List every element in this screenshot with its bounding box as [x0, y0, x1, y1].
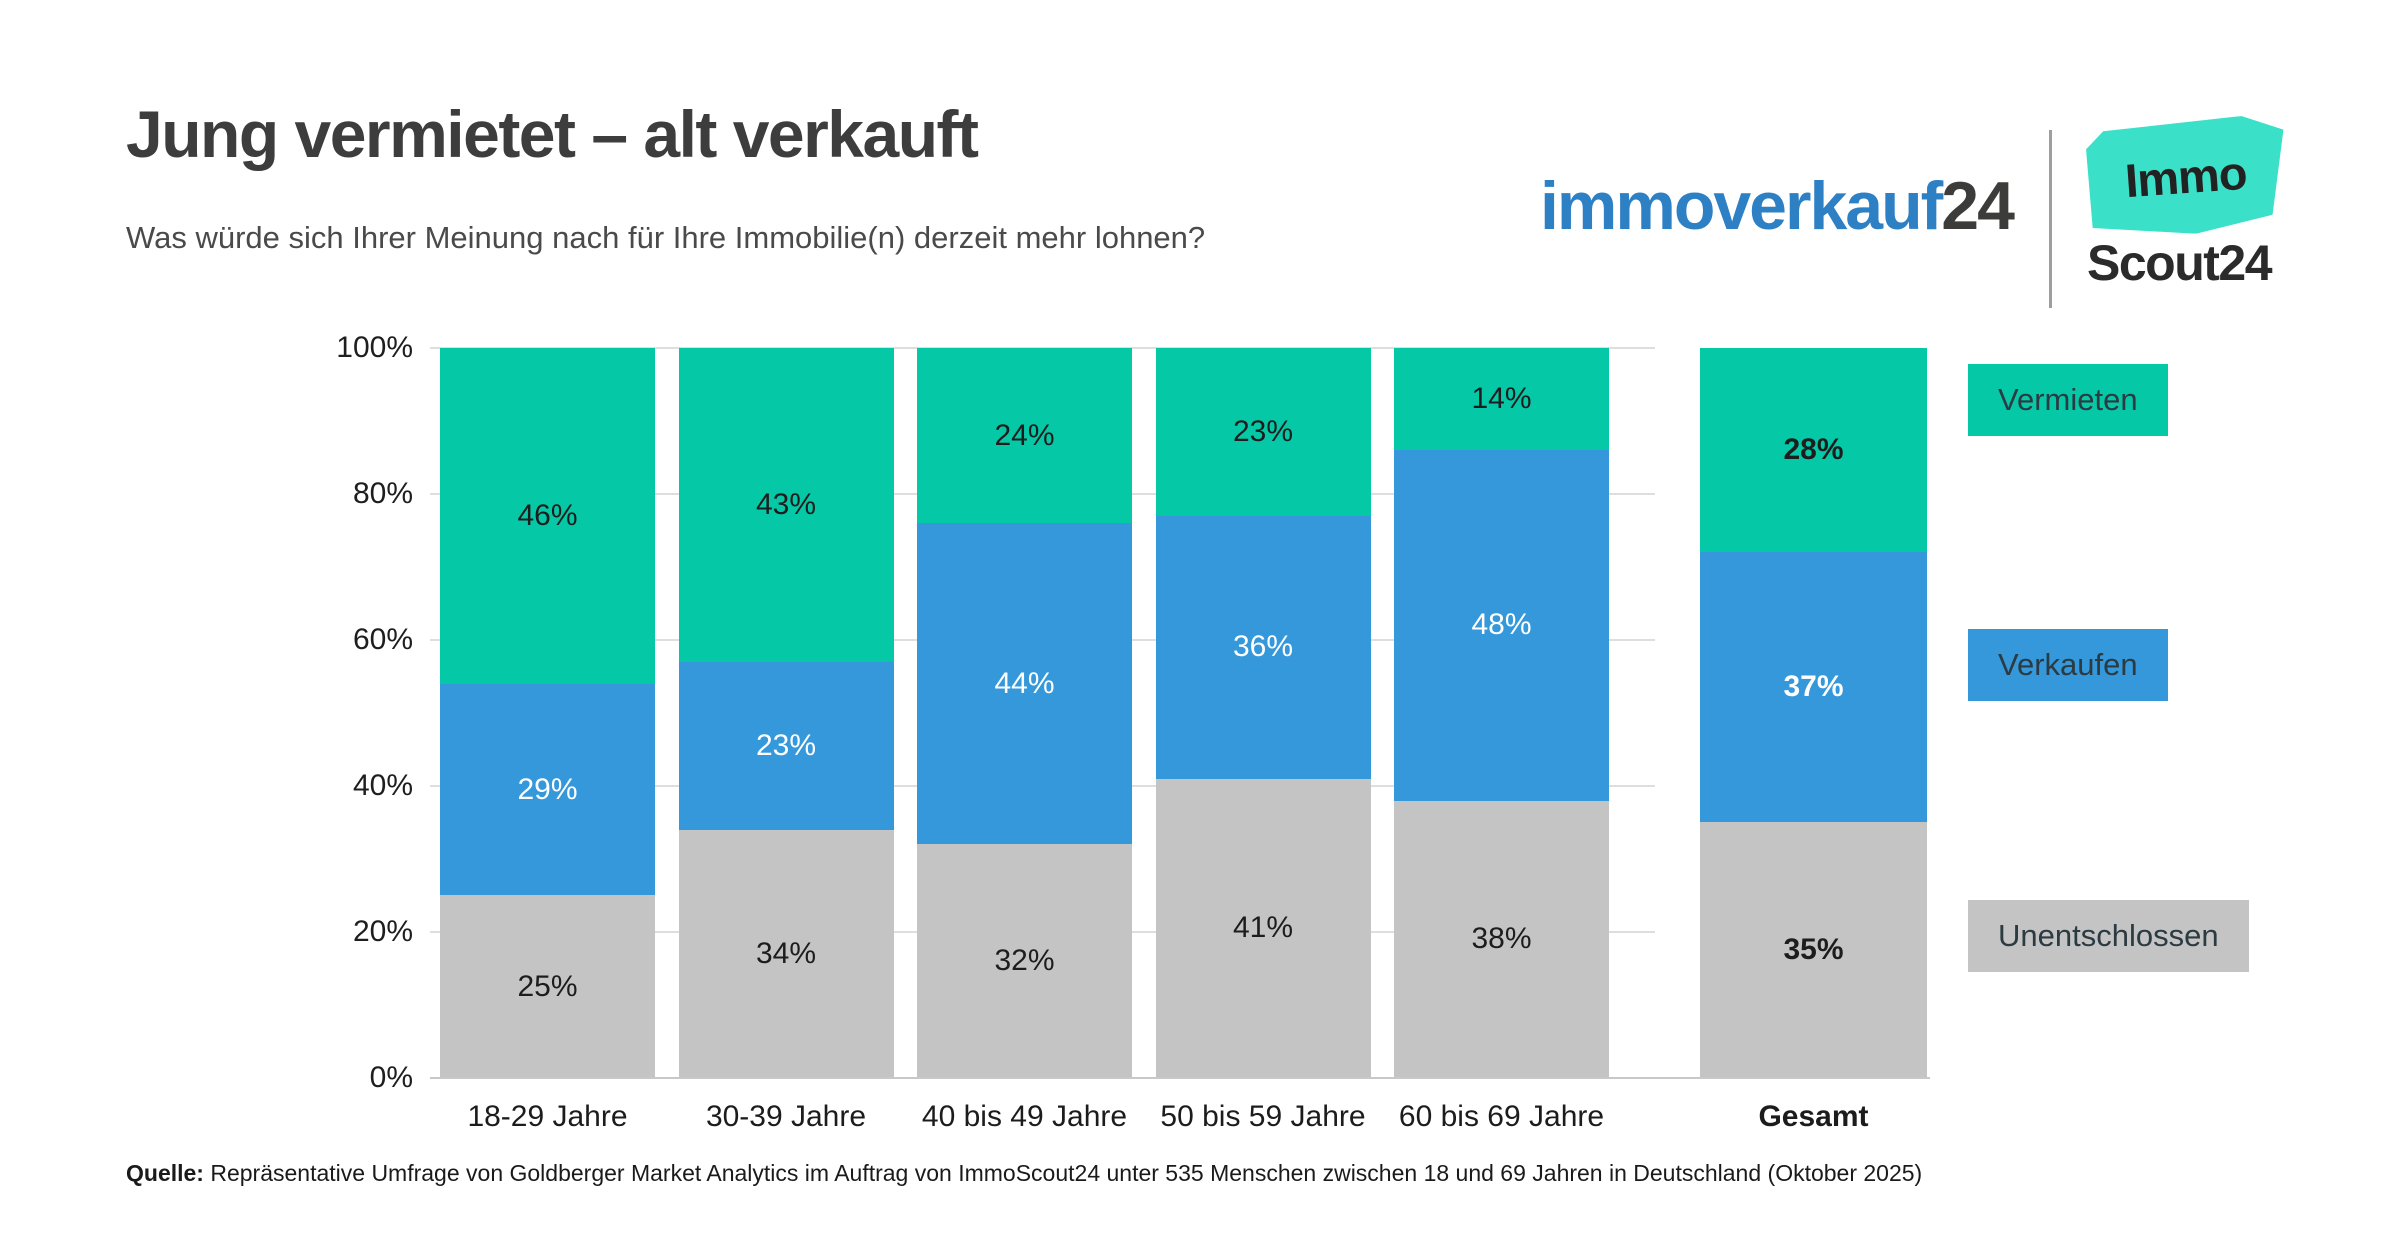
bar-segment-unentschlossen: 34%	[678, 829, 894, 1078]
x-axis-label: Gesamt	[1758, 1100, 1869, 1133]
bar-value-label: 44%	[994, 666, 1055, 700]
stacked-bar-30-39 Jahre: 43% 23% 34%	[678, 348, 894, 1078]
stacked-bar-60 bis 69 Jahre: 14% 48% 38%	[1394, 348, 1609, 1078]
bar-segment-vermieten: 14%	[1394, 348, 1609, 451]
source-text: Repräsentative Umfrage von Goldberger Ma…	[210, 1160, 1923, 1186]
bar-segment-vermieten: 43%	[678, 348, 894, 662]
bar-segment-unentschlossen: 41%	[1155, 778, 1371, 1078]
x-axis-label: 50 bis 59 Jahre	[1160, 1100, 1366, 1133]
legend-item-verkaufen: Verkaufen	[1968, 629, 2168, 701]
immoscout-wordmark: Scout24	[2087, 235, 2273, 291]
x-axis-label: 40 bis 49 Jahre	[921, 1100, 1128, 1133]
y-axis-tick-label: 20%	[352, 915, 413, 948]
bar-segment-unentschlossen: 25%	[440, 895, 655, 1078]
y-axis-tick-label: 80%	[352, 477, 413, 510]
x-axis-label: 30-39 Jahre	[705, 1100, 867, 1133]
bar-segment-verkaufen: 23%	[678, 661, 894, 830]
immoverkauf-wordmark: immoverkauf	[1540, 168, 1943, 244]
immoscout-flag-text: Immo	[2123, 145, 2249, 207]
bar-value-label: 41%	[1232, 911, 1294, 945]
immoscout24-logo: Immo Scout24	[2087, 118, 2302, 288]
bar-value-label: 23%	[1232, 414, 1294, 448]
bar-value-label: 36%	[1232, 630, 1294, 664]
immoscout-flag-icon: Immo	[2085, 115, 2287, 238]
bar-value-label: 25%	[517, 969, 578, 1003]
chart-plot-area: 100% 80% 60% 40% 20% 0% 46% 29% 25% 18-29 Jahre 43…	[336, 331, 2249, 1133]
x-axis-line	[430, 1077, 1930, 1079]
bar-value-label: 43%	[755, 487, 817, 521]
bar-value-label: 38%	[1471, 922, 1532, 956]
bar-value-label: 28%	[1783, 433, 1844, 467]
bar-value-label: 35%	[1783, 933, 1844, 967]
bar-value-label: 48%	[1471, 608, 1532, 642]
logo-divider	[2049, 130, 2052, 308]
stacked-bar-18-29 Jahre: 46% 29% 25%	[440, 348, 655, 1078]
stacked-bar-40 bis 49 Jahre: 24% 44% 32%	[917, 348, 1132, 1078]
bar-segment-verkaufen: 37%	[1700, 552, 1927, 823]
bar-value-label: 24%	[994, 418, 1055, 452]
legend-item-unentschlossen: Unentschlossen	[1968, 900, 2249, 972]
page-subtitle: Was würde sich Ihrer Meinung nach für Ih…	[126, 220, 1206, 255]
bar-value-label: 23%	[755, 728, 817, 762]
bar-value-label: 37%	[1783, 670, 1844, 704]
bar-value-label: 34%	[755, 936, 817, 970]
bar-segment-vermieten: 46%	[440, 348, 655, 684]
legend-item-vermieten: Vermieten	[1968, 364, 2168, 436]
page-title: Jung vermietet – alt verkauft	[126, 97, 979, 171]
y-axis-tick-label: 60%	[352, 623, 413, 656]
bar-value-label: 32%	[994, 944, 1055, 978]
bar-segment-verkaufen: 44%	[917, 523, 1132, 845]
stacked-bar-Gesamt: 28% 37% 35%	[1700, 348, 1927, 1078]
bar-value-label: 14%	[1471, 382, 1532, 416]
bar-segment-verkaufen: 48%	[1394, 450, 1609, 801]
immoverkauf-number: 24	[1941, 168, 2015, 244]
bar-segment-verkaufen: 29%	[440, 683, 655, 896]
bar-value-label: 46%	[517, 498, 578, 532]
bar-value-label: 29%	[517, 772, 578, 806]
x-axis-label: 60 bis 69 Jahre	[1398, 1100, 1605, 1133]
x-axis-label: 18-29 Jahre	[467, 1100, 628, 1133]
bar-segment-unentschlossen: 35%	[1700, 822, 1927, 1078]
bar-segment-vermieten: 28%	[1700, 348, 1927, 553]
bar-segment-verkaufen: 36%	[1155, 515, 1371, 779]
immoverkauf24-logo: immoverkauf24	[1540, 172, 2015, 240]
bar-segment-vermieten: 23%	[1155, 348, 1371, 516]
bar-segment-unentschlossen: 38%	[1394, 800, 1609, 1078]
bar-segment-unentschlossen: 32%	[917, 844, 1132, 1078]
y-axis-tick-label: 0%	[369, 1061, 413, 1094]
y-axis-tick-label: 100%	[336, 331, 413, 364]
y-axis-tick-label: 40%	[352, 769, 413, 802]
bar-segment-vermieten: 24%	[917, 348, 1132, 524]
source-label: Quelle:	[126, 1160, 204, 1186]
stacked-bar-50 bis 59 Jahre: 23% 36% 41%	[1155, 348, 1371, 1078]
source-note: Quelle: Repräsentative Umfrage von Goldb…	[126, 1160, 1922, 1187]
